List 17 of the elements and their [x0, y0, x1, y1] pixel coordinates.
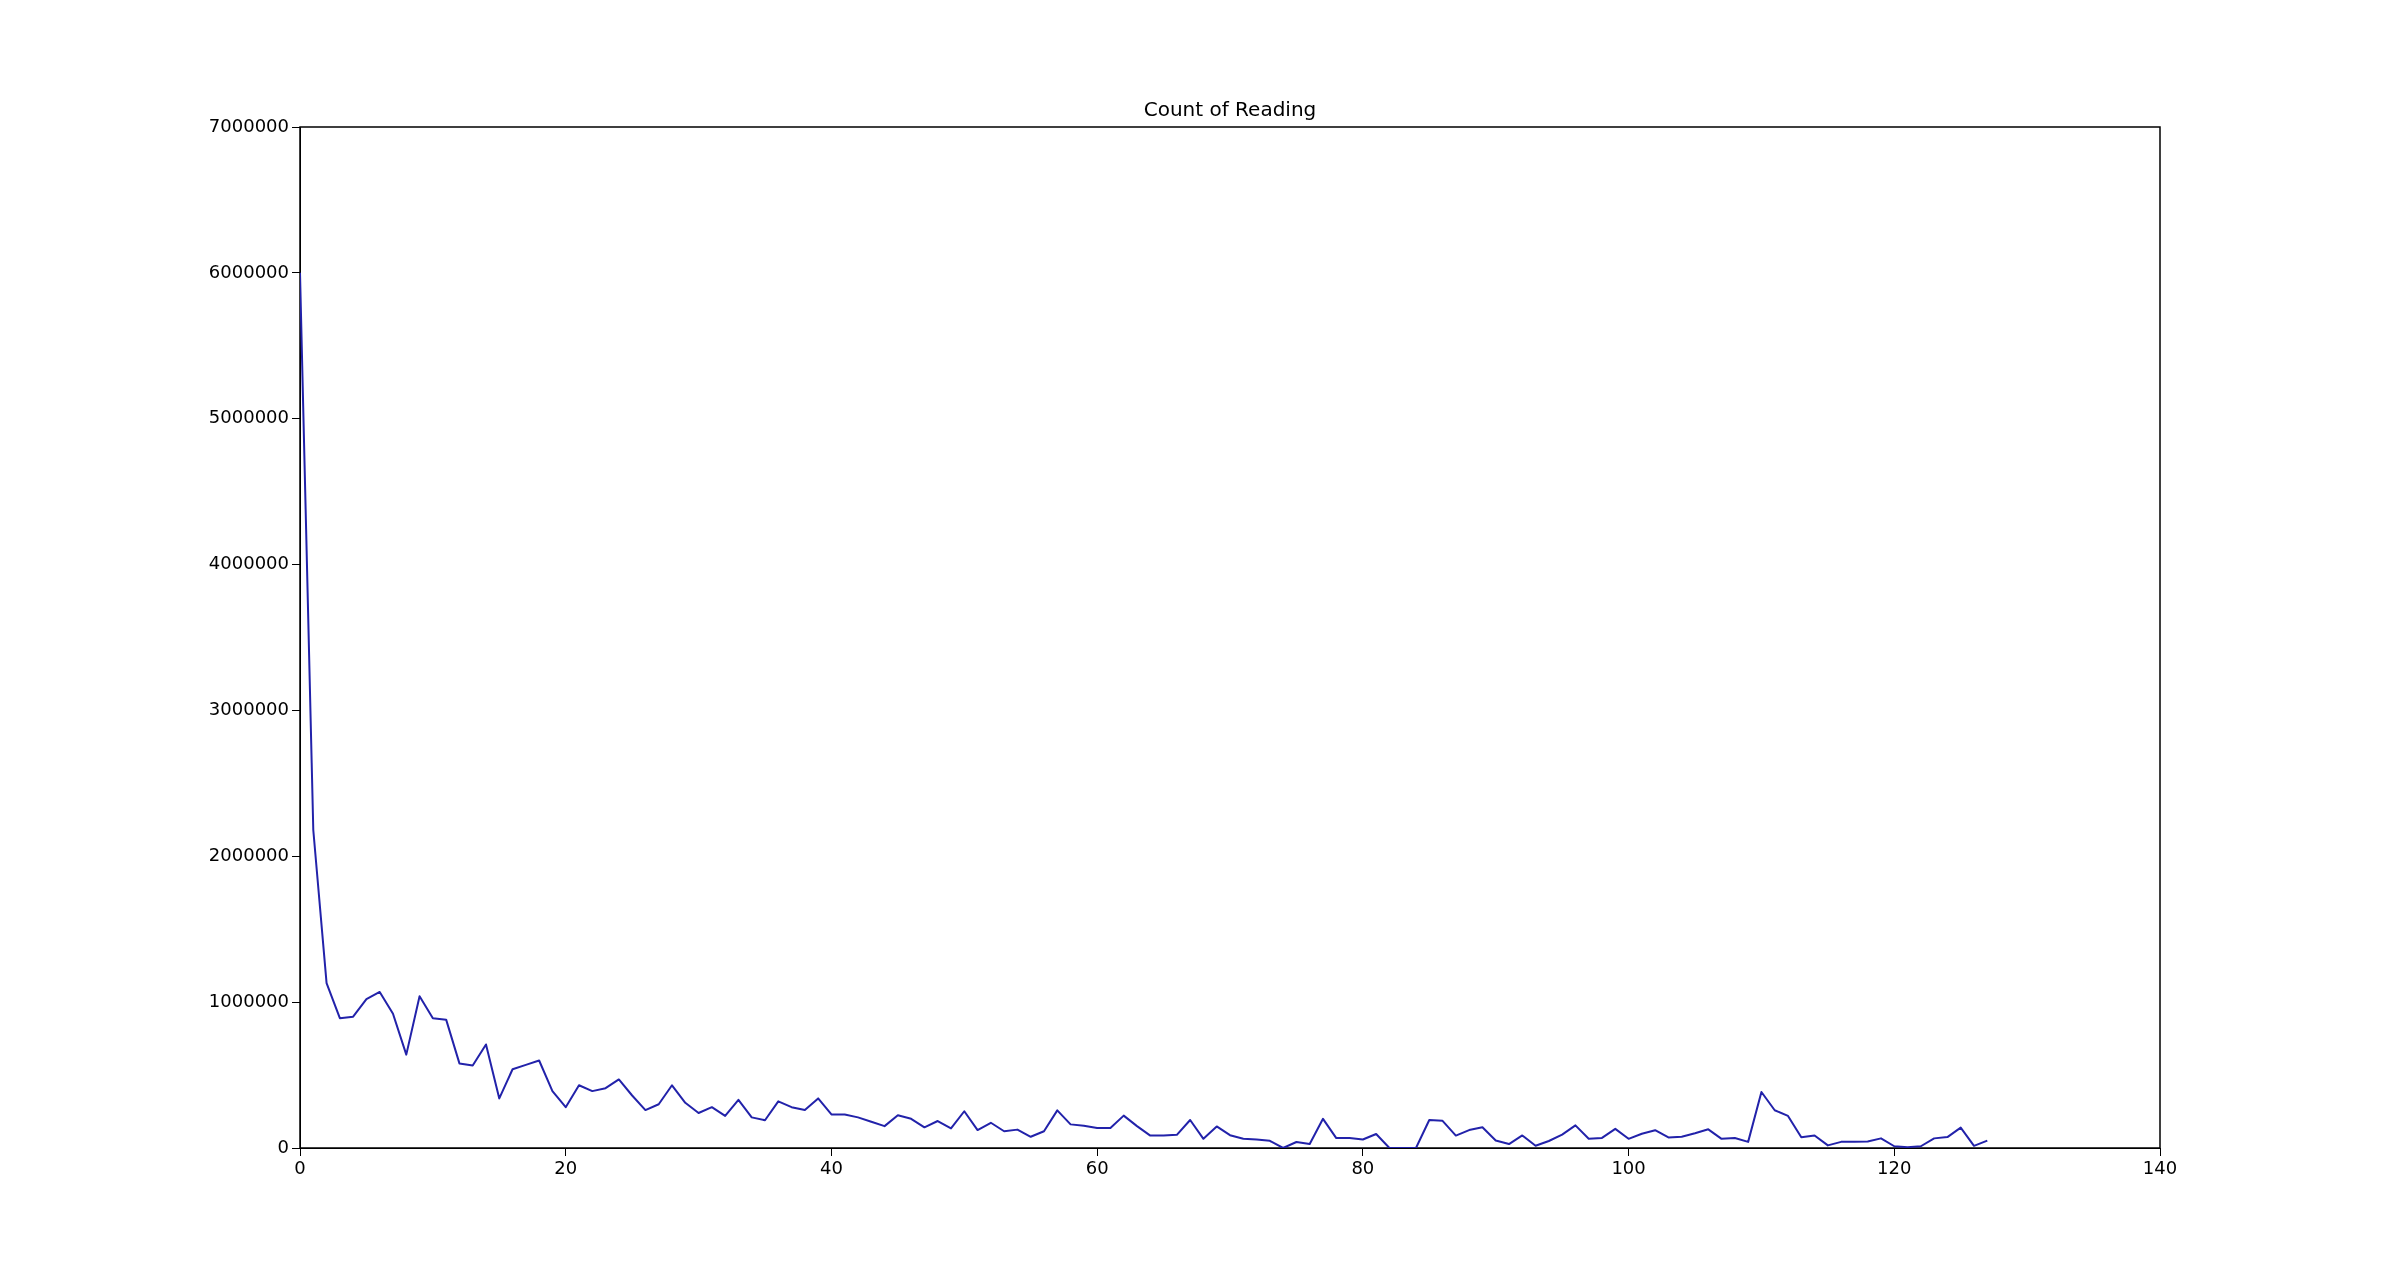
y-tick-label: 2000000	[208, 843, 289, 865]
y-tick-label: 7000000	[208, 114, 289, 136]
y-tick-label: 1000000	[208, 989, 289, 1011]
x-tick-label: 80	[1351, 1157, 1375, 1179]
chart-title: Count of Reading	[1143, 97, 1317, 122]
x-tick-label: 120	[1877, 1157, 1912, 1179]
y-tick-label: 6000000	[208, 260, 289, 282]
x-tick-label: 40	[819, 1157, 843, 1179]
y-tick-label: 5000000	[208, 406, 289, 428]
y-tick-label: 3000000	[208, 698, 289, 720]
y-tick-label: 0	[277, 1135, 289, 1157]
x-tick-label: 20	[554, 1157, 578, 1179]
x-tick-label: 100	[1611, 1157, 1646, 1179]
y-tick-label: 4000000	[208, 552, 289, 574]
x-tick-label: 0	[294, 1157, 306, 1179]
x-tick-label: 140	[2142, 1157, 2178, 1179]
x-tick-label: 60	[1085, 1157, 1109, 1179]
